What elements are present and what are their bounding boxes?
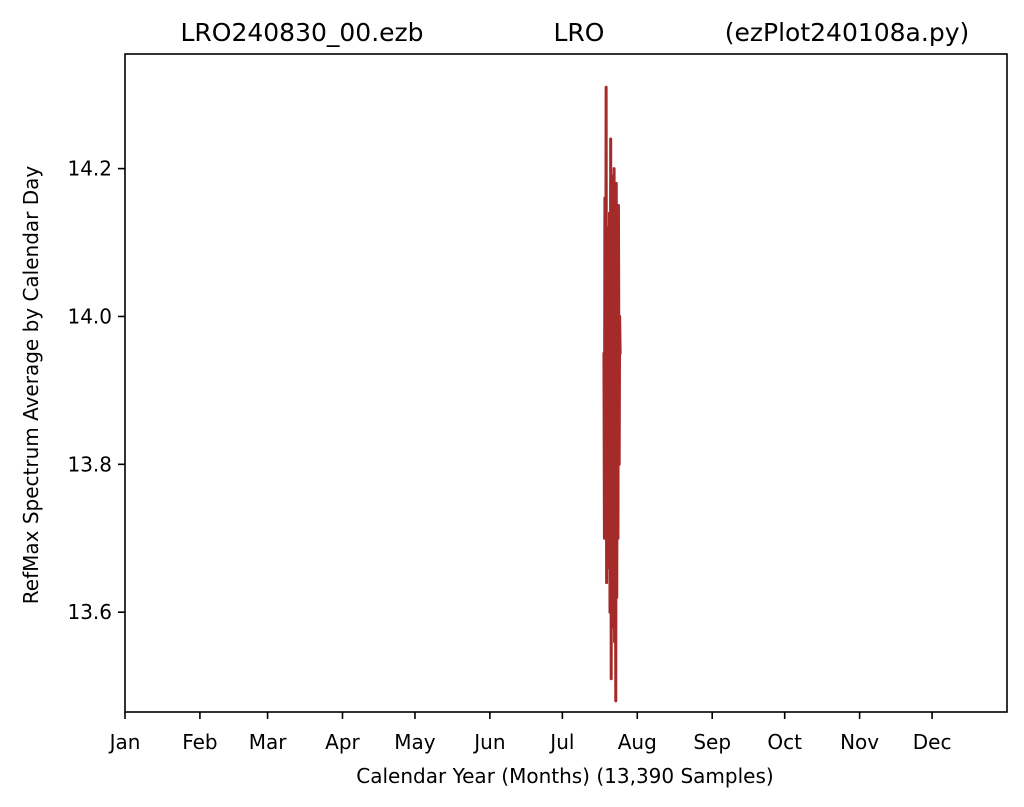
x-tick-label-jul: Jul bbox=[548, 730, 574, 754]
x-tick-label-oct: Oct bbox=[767, 730, 802, 754]
x-axis-label: Calendar Year (Months) (13,390 Samples) bbox=[356, 764, 773, 788]
x-tick-label-aug: Aug bbox=[618, 730, 657, 754]
x-tick-label-jun: Jun bbox=[472, 730, 505, 754]
y-tick-label-13.6: 13.6 bbox=[67, 600, 112, 624]
x-tick-label-feb: Feb bbox=[182, 730, 217, 754]
y-tick-label-13.8: 13.8 bbox=[67, 452, 112, 476]
chart-title-right: (ezPlot240108a.py) bbox=[725, 18, 970, 47]
x-tick-label-apr: Apr bbox=[325, 730, 360, 754]
chart-title-left: LRO240830_00.ezb bbox=[180, 18, 423, 47]
y-tick-label-14.2: 14.2 bbox=[67, 157, 112, 181]
data-series-line-1 bbox=[602, 85, 622, 703]
y-axis-label: RefMax Spectrum Average by Calendar Day bbox=[19, 166, 43, 605]
y-tick-label-14.0: 14.0 bbox=[67, 304, 112, 328]
plot-frame bbox=[124, 53, 1008, 713]
x-tick-label-mar: Mar bbox=[249, 730, 288, 754]
x-tick-label-dec: Dec bbox=[913, 730, 952, 754]
x-tick-label-nov: Nov bbox=[840, 730, 879, 754]
chart-title-center: LRO bbox=[554, 18, 605, 47]
x-tick-label-jan: Jan bbox=[108, 730, 141, 754]
x-tick-label-sep: Sep bbox=[693, 730, 731, 754]
x-tick-label-may: May bbox=[394, 730, 436, 754]
